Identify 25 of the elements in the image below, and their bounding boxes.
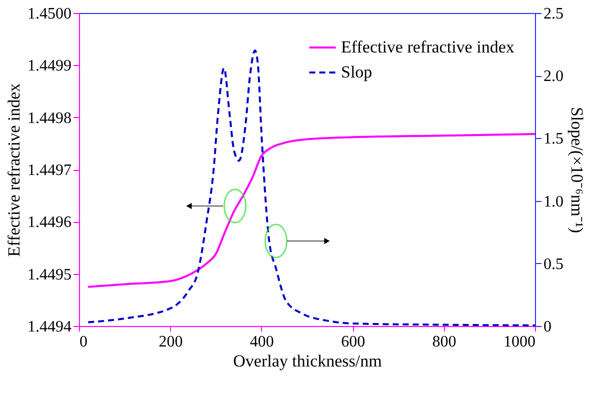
x-tick-label: 400: [250, 334, 274, 350]
y2-tick-label: 2.5: [544, 6, 564, 22]
x-tick-label: 600: [341, 334, 366, 350]
x-tick-label: 0: [80, 334, 88, 350]
y-axis-title: Effective refractive index: [4, 82, 24, 257]
y2-tick-label: 1.0: [544, 193, 564, 210]
legend-label: Effective refractive index: [341, 38, 515, 56]
line-series: [87, 133, 536, 288]
y-tick-label: 1.4497: [28, 162, 72, 179]
y2-tick-label: 1.5: [544, 130, 564, 148]
y2-tick-label: 2.0: [544, 68, 564, 86]
x-tick-label: 800: [432, 334, 456, 350]
y-tick-label: 1.4500: [28, 6, 72, 22]
y-tick-label: 1.4499: [28, 58, 72, 75]
legend-label: Slop: [341, 62, 372, 82]
y2-tick-label: 0.5: [544, 256, 564, 273]
y2-axis-title: Slope/(×10⁻⁶nm⁻¹): [568, 106, 586, 234]
x-tick-label: 200: [158, 334, 183, 350]
y2-tick-label: 0: [544, 318, 552, 336]
y-tick-label: 1.4498: [28, 110, 72, 127]
x-tick-label: 1000: [504, 334, 536, 350]
y-tick-label: 1.4494: [28, 318, 72, 336]
x-axis-title: Overlay thickness/nm: [233, 352, 382, 370]
y-tick-label: 1.4495: [28, 266, 72, 284]
y-tick-label: 1.4496: [28, 214, 72, 232]
